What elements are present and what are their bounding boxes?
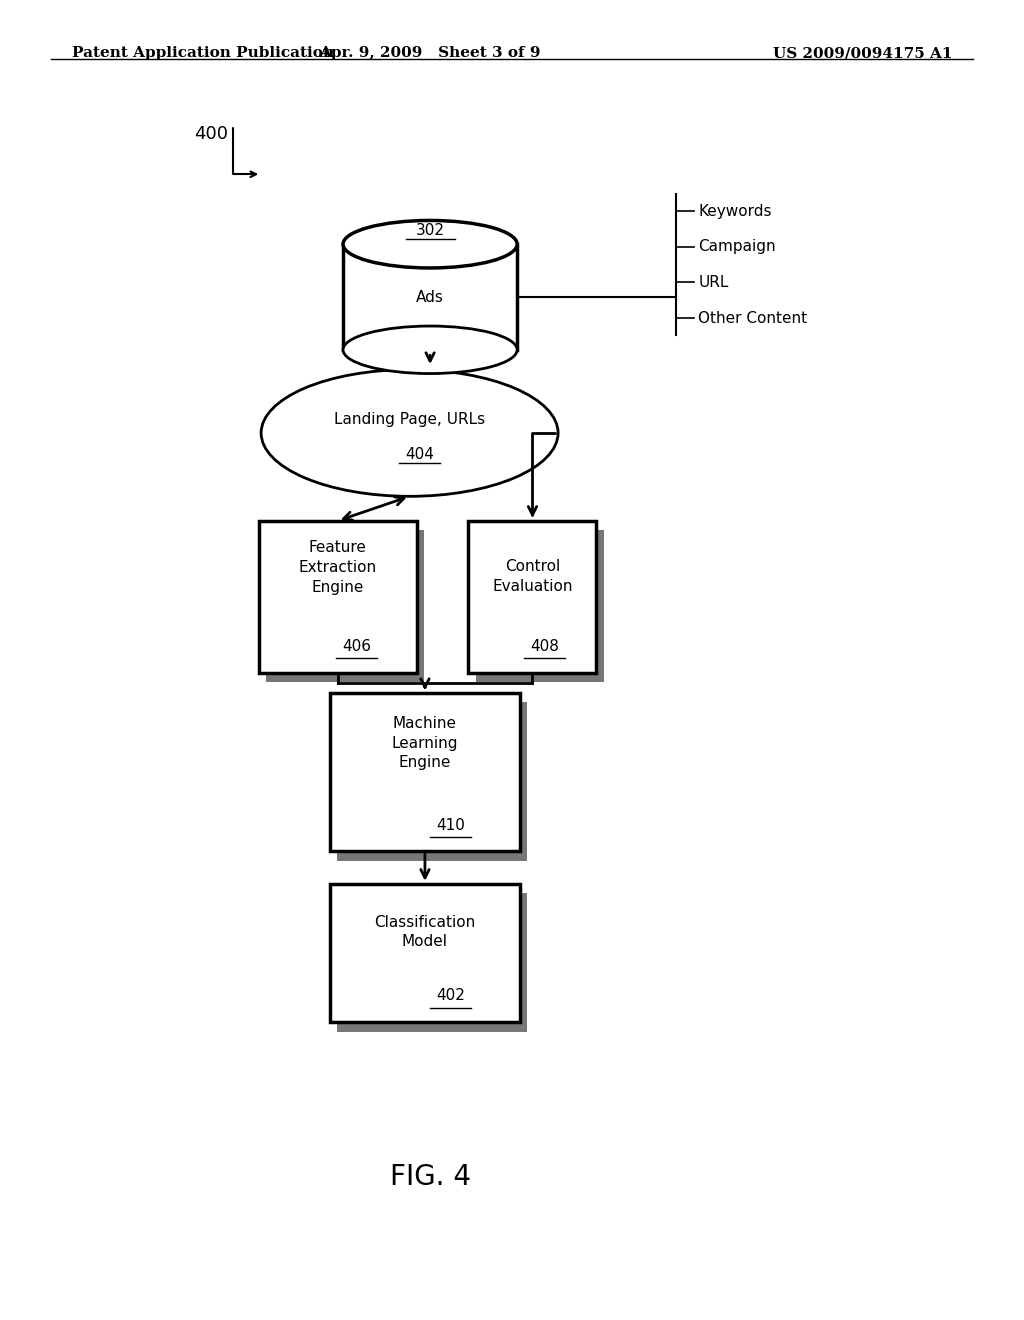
- FancyBboxPatch shape: [338, 702, 526, 861]
- Text: 406: 406: [342, 639, 371, 653]
- Text: URL: URL: [698, 275, 729, 290]
- Text: Control
Evaluation: Control Evaluation: [493, 560, 572, 594]
- FancyBboxPatch shape: [330, 884, 520, 1022]
- Text: FIG. 4: FIG. 4: [389, 1163, 471, 1192]
- FancyBboxPatch shape: [258, 520, 418, 672]
- FancyBboxPatch shape: [469, 520, 596, 672]
- Text: Feature
Extraction
Engine: Feature Extraction Engine: [299, 540, 377, 595]
- FancyBboxPatch shape: [475, 529, 604, 681]
- FancyBboxPatch shape: [330, 693, 520, 851]
- Text: Apr. 9, 2009   Sheet 3 of 9: Apr. 9, 2009 Sheet 3 of 9: [319, 46, 541, 61]
- Text: 402: 402: [436, 989, 465, 1003]
- Text: US 2009/0094175 A1: US 2009/0094175 A1: [773, 46, 952, 61]
- Text: 408: 408: [530, 639, 559, 653]
- Text: Landing Page, URLs: Landing Page, URLs: [334, 412, 485, 428]
- Text: 302: 302: [416, 223, 444, 238]
- Ellipse shape: [343, 326, 517, 374]
- Ellipse shape: [343, 220, 517, 268]
- FancyBboxPatch shape: [338, 892, 526, 1032]
- FancyBboxPatch shape: [266, 529, 424, 681]
- Text: 404: 404: [406, 446, 434, 462]
- Text: Classification
Model: Classification Model: [375, 915, 475, 949]
- Text: Keywords: Keywords: [698, 203, 772, 219]
- Ellipse shape: [261, 370, 558, 496]
- Text: Ads: Ads: [416, 289, 444, 305]
- Text: 400: 400: [195, 125, 228, 144]
- Text: Machine
Learning
Engine: Machine Learning Engine: [392, 715, 458, 771]
- Text: Campaign: Campaign: [698, 239, 776, 255]
- Text: 410: 410: [436, 817, 465, 833]
- Text: Patent Application Publication: Patent Application Publication: [72, 46, 334, 61]
- FancyBboxPatch shape: [343, 244, 517, 350]
- Text: Other Content: Other Content: [698, 310, 808, 326]
